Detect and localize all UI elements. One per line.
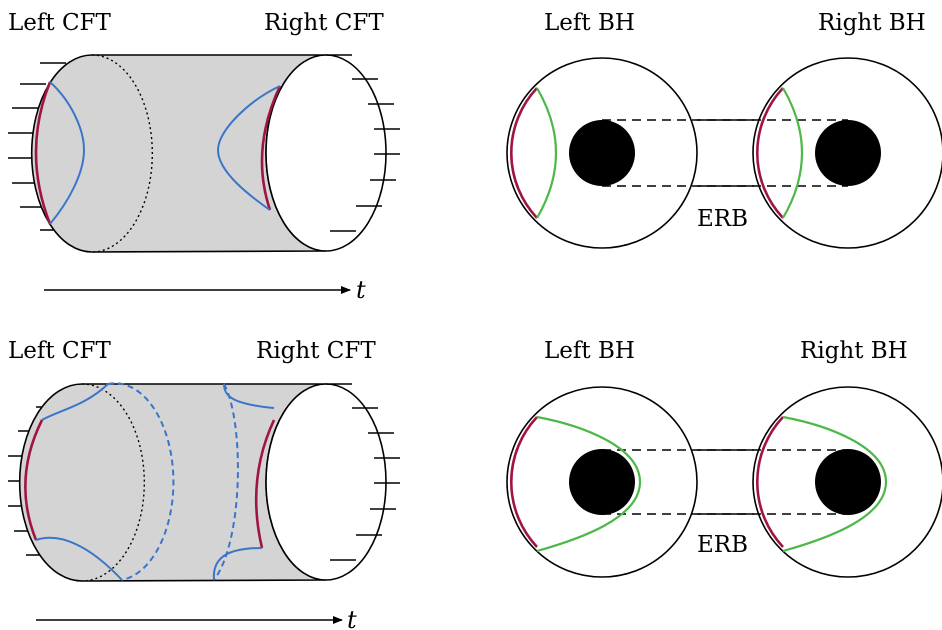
left-boundary-region (34, 81, 52, 225)
right-bh-label: Right BH (818, 10, 926, 36)
right-cft-label: Right CFT (256, 338, 376, 364)
time-slice-dotted (81, 383, 146, 582)
right-black-hole (815, 449, 881, 515)
left-bh-label: Left BH (544, 10, 635, 36)
right-bh-label: Right BH (800, 338, 908, 364)
panel-top-left-cylinder: Left CFT Right CFT (8, 10, 400, 304)
right-boundary-ticks (326, 383, 400, 561)
time-slice-dotted (91, 54, 154, 253)
right-entanglement-wedge (782, 415, 888, 553)
left-black-hole (569, 449, 635, 515)
right-boundary-ticks (326, 54, 400, 232)
right-hrt-surface (216, 85, 281, 211)
right-end-cap (265, 54, 387, 252)
erb-label: ERB (697, 206, 748, 232)
left-bh-boundary-region (509, 416, 538, 548)
panel-bottom-left-cylinder: Left CFT Right CFT (8, 338, 400, 630)
left-black-hole (569, 120, 635, 186)
left-entanglement-wedge (536, 415, 642, 553)
right-hrt-surface-back (213, 383, 239, 581)
left-boundary-region (24, 419, 44, 541)
time-label: t (347, 606, 357, 630)
right-boundary-region (260, 85, 282, 211)
left-entanglement-wedge (536, 87, 558, 219)
left-hrt-surface-back (107, 382, 175, 581)
right-cft-label: Right CFT (264, 10, 384, 36)
left-boundary-ticks (8, 62, 66, 231)
right-boundary-region (254, 419, 276, 549)
right-end-cap (265, 383, 387, 581)
left-cft-label: Left CFT (8, 338, 112, 364)
left-hrt-surface-lower (35, 536, 123, 581)
right-black-hole (815, 120, 881, 186)
left-hrt-surface (49, 81, 86, 225)
erb-label: ERB (697, 532, 748, 558)
left-bh-label: Left BH (544, 338, 635, 364)
right-bh-boundary-region (755, 87, 784, 219)
right-bh-boundary-region (755, 416, 784, 548)
left-bh-boundary-region (509, 87, 538, 219)
time-label: t (356, 276, 366, 304)
panel-top-right-black-holes: Left BH Right BH ERB (506, 10, 942, 249)
panel-bottom-right-black-holes: Left BH Right BH ERB (506, 338, 942, 578)
right-entanglement-wedge (782, 87, 804, 219)
left-cft-label: Left CFT (8, 10, 112, 36)
right-hrt-surface-upper (223, 383, 275, 409)
left-hrt-surface-upper (41, 383, 109, 421)
